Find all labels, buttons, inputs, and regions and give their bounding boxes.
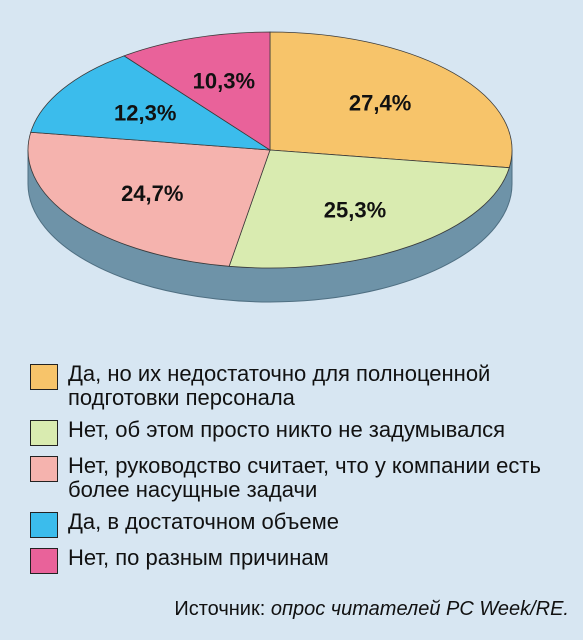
legend-item: Нет, об этом просто никто не задумывался — [30, 418, 575, 446]
source-text: опрос читателей PC Week/RE. — [270, 598, 569, 620]
pie-slice — [228, 149, 510, 269]
legend-swatch — [30, 364, 58, 390]
slice-value-label: 27,4% — [349, 90, 411, 115]
legend-label: Нет, руководство считает, что у компании… — [68, 453, 541, 502]
legend-swatch — [30, 548, 58, 574]
legend-label: Да, но их недостаточно для полноценной п… — [68, 361, 491, 410]
legend-item: Да, но их недостаточно для полноценной п… — [30, 362, 575, 410]
legend-swatch — [30, 420, 58, 446]
slice-value-label: 25,3% — [324, 197, 386, 222]
legend-label: Да, в достаточном объеме — [68, 509, 339, 534]
legend-item: Да, в достаточном объеме — [30, 510, 575, 538]
legend-swatch — [30, 512, 58, 538]
legend-label: Нет, об этом просто никто не задумывался — [68, 417, 506, 442]
pie-chart: 27,4% 25,3% 24,7% 12,3% 10,3% — [27, 31, 513, 303]
legend-item: Нет, по разным причинам — [30, 546, 575, 574]
slice-value-label: 24,7% — [121, 181, 183, 206]
pie-slice — [27, 131, 271, 267]
slice-value-label: 12,3% — [114, 101, 176, 126]
pie-slice — [123, 31, 271, 151]
legend-label: Нет, по разным причинам — [68, 545, 329, 570]
pie-slice — [30, 55, 271, 151]
slice-value-label: 10,3% — [193, 69, 255, 94]
legend: Да, но их недостаточно для полноценной п… — [30, 362, 575, 582]
legend-swatch — [30, 456, 58, 482]
source-prefix: Источник: — [174, 598, 271, 620]
source-note: Источник: опрос читателей PC Week/RE. — [174, 598, 569, 621]
pie-slice — [269, 31, 513, 169]
legend-item: Нет, руководство считает, что у компании… — [30, 454, 575, 502]
